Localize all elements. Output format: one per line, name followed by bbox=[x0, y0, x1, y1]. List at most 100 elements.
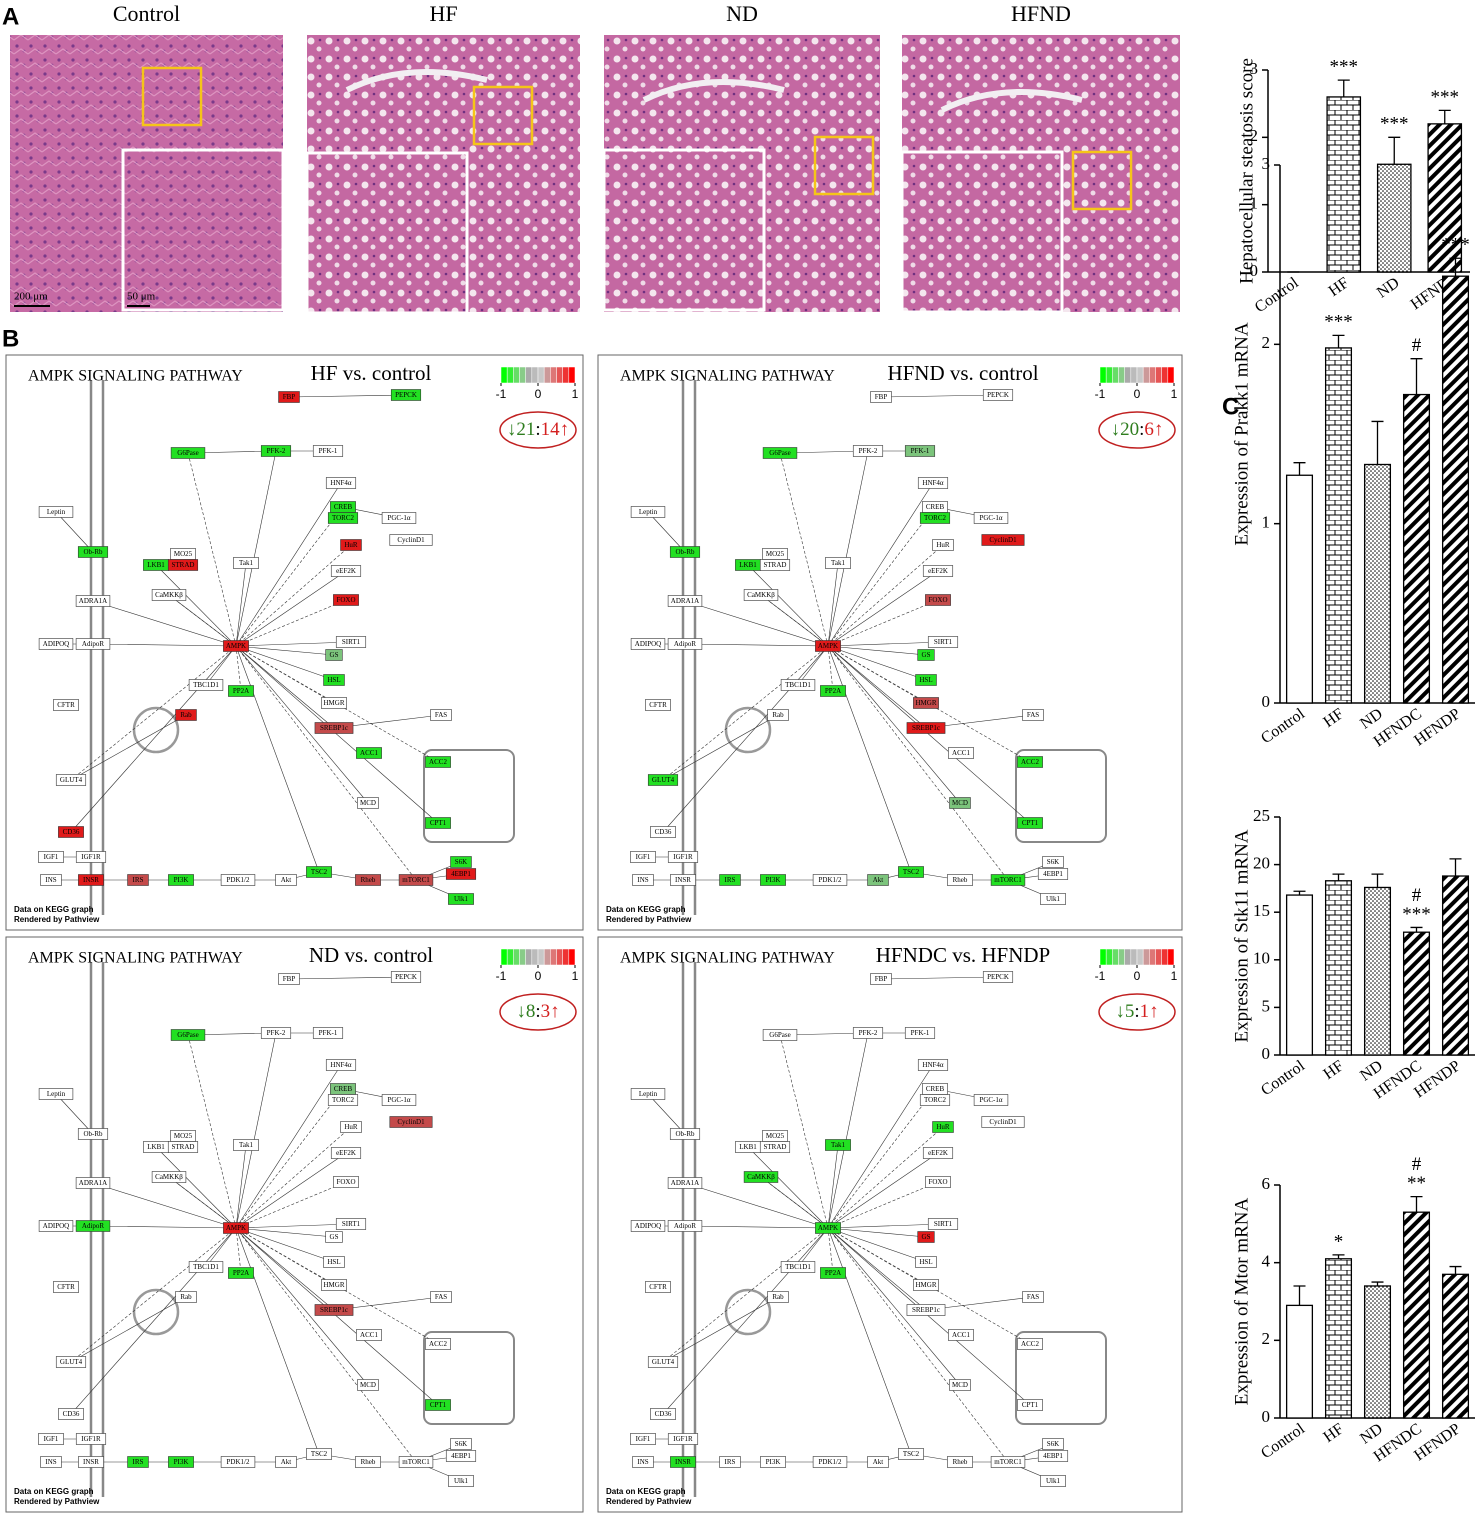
node-label: PI3K bbox=[174, 1458, 189, 1466]
legend-tick-label: 0 bbox=[1134, 387, 1141, 401]
node-label: PDK1/2 bbox=[227, 876, 250, 884]
pathway-node: ADRA1A bbox=[75, 1177, 111, 1189]
significance-label: # bbox=[1412, 335, 1422, 356]
pathway-node: SIRT1 bbox=[927, 636, 959, 648]
pathway-node: LKB1 bbox=[143, 1141, 169, 1153]
legend-cell bbox=[531, 366, 539, 384]
pathway-node: 4EBP1 bbox=[445, 1450, 477, 1462]
pathway-node: TBC1D1 bbox=[780, 679, 816, 691]
pathway-node: MO25 bbox=[762, 1130, 788, 1142]
pathway-edge bbox=[235, 1126, 352, 1229]
pathway-edge bbox=[827, 645, 927, 704]
pathway-edge bbox=[235, 645, 439, 824]
node-label: INS bbox=[45, 1458, 56, 1466]
node-box bbox=[762, 447, 798, 459]
legend-cell bbox=[1112, 366, 1119, 384]
pathway-node: CREB bbox=[330, 1083, 356, 1095]
node-box bbox=[1040, 1475, 1066, 1487]
node-label: Leptin bbox=[47, 1090, 66, 1098]
pathway-node: INS bbox=[632, 1456, 654, 1468]
ratio-part: ↑ bbox=[1154, 419, 1164, 440]
pathway-edge bbox=[827, 450, 869, 647]
node-box bbox=[333, 1176, 359, 1188]
pathway-edge bbox=[235, 1227, 320, 1455]
pathway-edge bbox=[235, 645, 369, 804]
pathway-node: FBP bbox=[870, 391, 892, 403]
pathway-panel: Leptin Ob-Rb ADRA1A ADIPOQ AdipoR CFTR GLUT4 CD… bbox=[597, 936, 1183, 1513]
scale-bar-label: 200 μm bbox=[14, 291, 48, 303]
ratio-oval bbox=[499, 411, 577, 449]
pathway-edge bbox=[235, 544, 352, 647]
y-tick-label: 25 bbox=[1253, 806, 1270, 825]
node-label: ACC1 bbox=[360, 749, 378, 757]
node-label: IGF1R bbox=[673, 853, 693, 861]
comparison-title: HF vs. control bbox=[311, 361, 432, 385]
node-box bbox=[430, 1291, 452, 1303]
pathway-edge bbox=[70, 1227, 237, 1415]
pathway-node: PDK1/2 bbox=[220, 1456, 256, 1468]
node-box bbox=[77, 546, 109, 558]
node-box bbox=[330, 1147, 362, 1159]
pathway-node: HNF4α bbox=[917, 1059, 949, 1071]
pathway-edge bbox=[235, 1227, 335, 1311]
bar bbox=[1376, 163, 1412, 273]
bar bbox=[1285, 1304, 1314, 1419]
pathway-node: CREB bbox=[922, 1083, 948, 1095]
node-label: CaMKKβ bbox=[747, 1173, 775, 1181]
node-label: Akt bbox=[281, 876, 292, 884]
error-bar bbox=[1371, 1281, 1384, 1286]
node-label: IRS bbox=[133, 1458, 144, 1466]
node-box bbox=[450, 1438, 472, 1450]
node-box bbox=[1040, 893, 1066, 905]
vessel bbox=[642, 79, 785, 103]
pathway-edge bbox=[235, 1227, 335, 1286]
pathway-node: PEPCK bbox=[390, 389, 422, 401]
pathway-node: Rab bbox=[767, 709, 789, 721]
legend-cell bbox=[506, 366, 514, 384]
pathway-node: IRS bbox=[719, 1456, 741, 1468]
panel-label: C bbox=[1222, 393, 1239, 420]
legend-tick-label: 0 bbox=[535, 387, 542, 401]
node-label: Leptin bbox=[639, 1090, 658, 1098]
pathway-node: Ulk1 bbox=[448, 1475, 474, 1487]
pathway-edge bbox=[760, 1176, 829, 1229]
node-label: CREB bbox=[926, 1085, 945, 1093]
pathway-node: PFK-1 bbox=[312, 445, 344, 457]
pathway-node: GS bbox=[325, 649, 343, 661]
bar bbox=[1363, 463, 1392, 704]
node-box bbox=[151, 1171, 187, 1183]
pathway-edge bbox=[235, 1227, 417, 1463]
node-label: AdipoR bbox=[82, 1222, 105, 1230]
node-label: CD36 bbox=[655, 1410, 672, 1418]
pathway-node: FAS bbox=[1022, 709, 1044, 721]
pathway-edge bbox=[235, 1032, 277, 1229]
significance-label: * bbox=[1334, 1231, 1344, 1252]
histology-label: ND bbox=[726, 1, 758, 26]
pathway-node: CD36 bbox=[58, 826, 84, 838]
node-label: CFTR bbox=[57, 1283, 75, 1291]
node-box bbox=[389, 534, 433, 546]
legend-tick-label: -1 bbox=[496, 387, 507, 401]
pathway-node: eEF2K bbox=[922, 1147, 954, 1159]
pathway-node: TORC2 bbox=[919, 1094, 951, 1106]
node-label: IGF1 bbox=[44, 1435, 59, 1443]
ratio-oval bbox=[1098, 411, 1176, 449]
pathway-node: HSL bbox=[915, 1256, 937, 1268]
legend-cell bbox=[537, 948, 545, 966]
ratio-part: 5 bbox=[1125, 1001, 1135, 1022]
legend-cell bbox=[1149, 366, 1156, 384]
histology-panel: Control bbox=[10, 1, 285, 312]
pathway-node: PGC-1α bbox=[973, 512, 1009, 524]
node-box bbox=[915, 674, 937, 686]
error-bar bbox=[1332, 334, 1345, 348]
x-tick-label: HF bbox=[1320, 1057, 1347, 1083]
comparison-title: ND vs. control bbox=[309, 943, 433, 967]
node-box bbox=[915, 1256, 937, 1268]
legend-cell bbox=[550, 948, 557, 966]
node-label: TSC2 bbox=[903, 1450, 920, 1458]
vesicle bbox=[724, 1288, 772, 1336]
pathway-node: CaMKKβ bbox=[743, 1171, 779, 1183]
pathway-edge bbox=[235, 645, 335, 729]
pathway-edge bbox=[235, 1064, 342, 1229]
pathway-node: HSL bbox=[323, 674, 345, 686]
